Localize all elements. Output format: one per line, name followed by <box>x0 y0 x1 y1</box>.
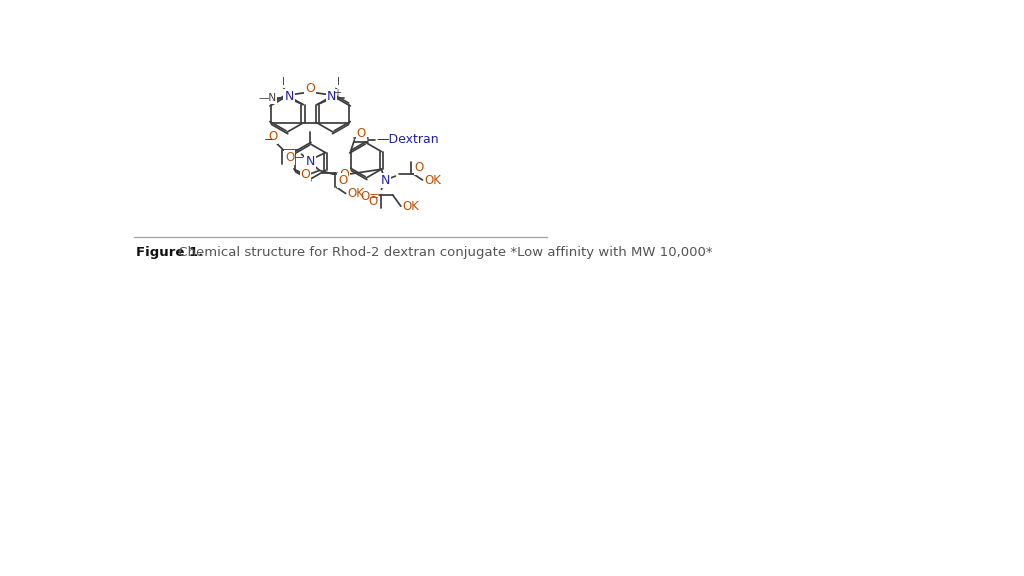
Text: —Dextran: —Dextran <box>376 134 438 146</box>
Text: OK: OK <box>347 187 365 200</box>
Text: O: O <box>286 151 295 164</box>
Text: O: O <box>301 168 310 181</box>
Text: OK: OK <box>402 200 419 213</box>
Text: O: O <box>338 174 347 187</box>
Text: Figure 1.: Figure 1. <box>136 246 203 259</box>
Text: I: I <box>337 77 340 87</box>
Text: O: O <box>305 82 315 95</box>
Text: O: O <box>339 168 349 181</box>
Text: O: O <box>268 130 278 143</box>
Text: O: O <box>356 127 366 141</box>
Text: +: + <box>334 88 341 98</box>
Text: O: O <box>415 161 424 174</box>
Text: −: − <box>295 153 304 163</box>
Text: O=: O= <box>360 191 379 203</box>
Text: N: N <box>285 90 294 103</box>
Text: I: I <box>283 77 285 87</box>
Text: −: − <box>263 135 273 145</box>
Text: —N: —N <box>258 93 276 103</box>
Text: N: N <box>381 173 390 187</box>
Text: N: N <box>327 90 336 103</box>
Text: O: O <box>369 195 378 208</box>
Text: Chemical structure for Rhod-2 dextran conjugate *Low affinity with MW 10,000*: Chemical structure for Rhod-2 dextran co… <box>174 246 713 259</box>
Text: N: N <box>305 156 314 168</box>
Text: OK: OK <box>424 173 441 187</box>
